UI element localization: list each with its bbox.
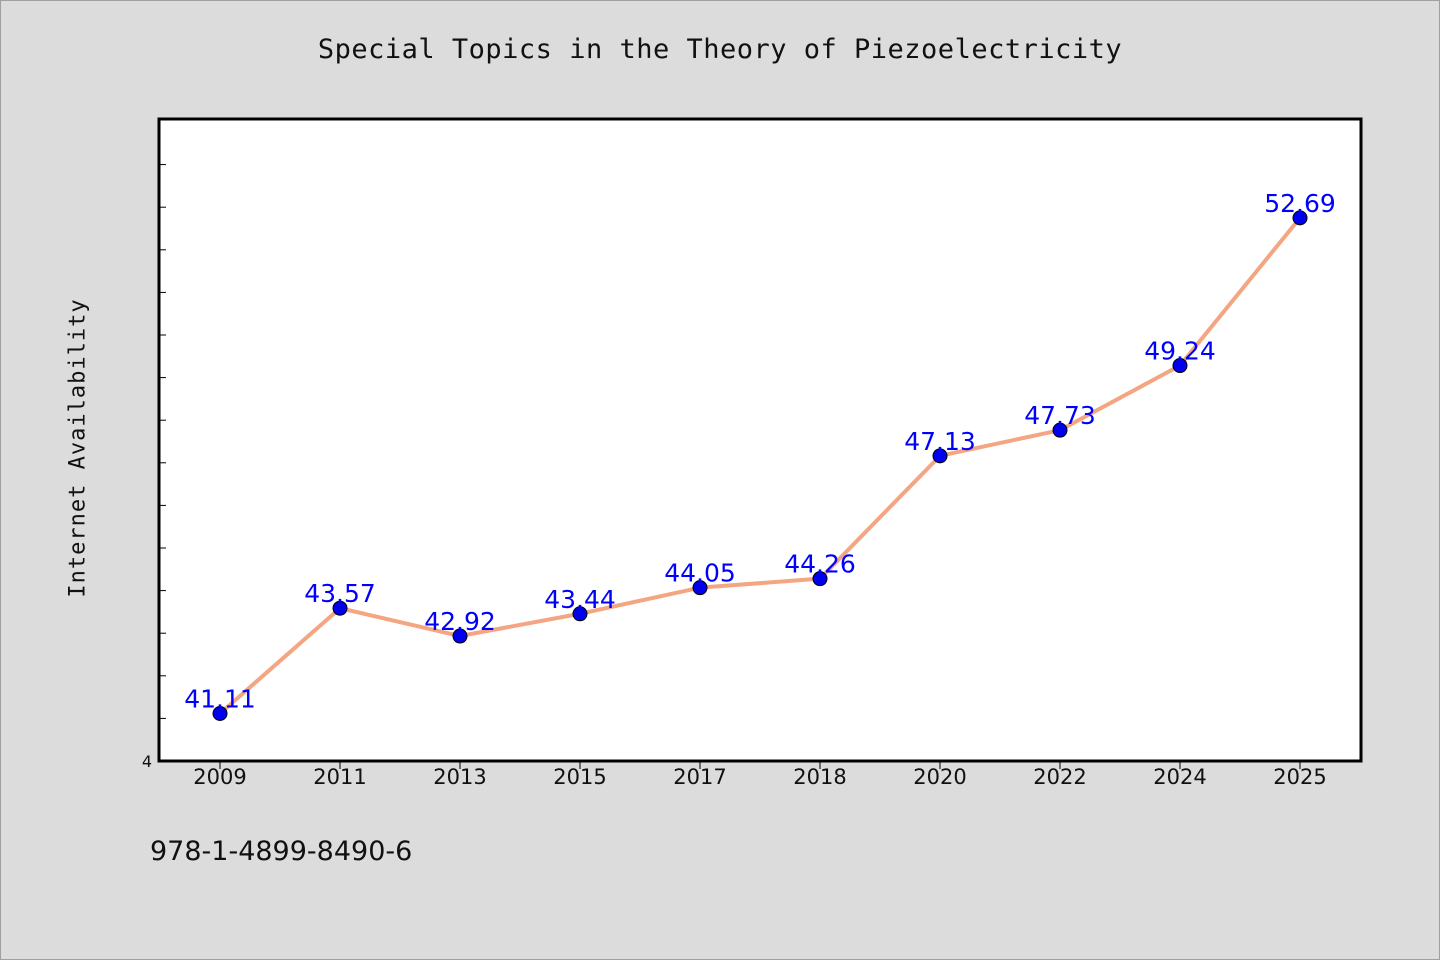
data-point xyxy=(1172,358,1188,374)
data-point xyxy=(212,705,228,721)
data-point xyxy=(1052,422,1068,438)
data-label: 43.57 xyxy=(304,579,376,608)
series-line xyxy=(218,215,1302,716)
data-label: 49.24 xyxy=(1144,337,1216,366)
data-point xyxy=(1292,210,1308,226)
x-tick-label: 2015 xyxy=(553,765,606,789)
x-tick-label: 2013 xyxy=(433,765,486,789)
data-label: 42.92 xyxy=(424,607,496,636)
x-tick-label: 2017 xyxy=(673,765,726,789)
data-label: 41.11 xyxy=(184,684,256,713)
data-label: 47.13 xyxy=(904,427,976,456)
data-labels: 41.11 43.57 42.92 43.44 44.05 44.26 47.13 47.73… xyxy=(184,189,1336,714)
data-point xyxy=(692,580,708,596)
data-label: 43.44 xyxy=(544,585,616,614)
x-tick-label: 2020 xyxy=(913,765,966,789)
data-label: 44.05 xyxy=(664,559,736,588)
data-label: 52.69 xyxy=(1264,189,1336,218)
data-point xyxy=(452,628,468,644)
plot-area xyxy=(157,117,1363,763)
x-axis-ticks: 2009 2011 2013 2015 2017 2018 2020 2022 2024 2025 xyxy=(193,761,1327,789)
x-tick-label: 2018 xyxy=(793,765,846,789)
data-label: 44.26 xyxy=(784,550,856,579)
chart-title: Special Topics in the Theory of Piezoele… xyxy=(317,34,1123,65)
y-axis-ticks: 4 xyxy=(142,164,166,771)
isbn-footnote: 978-1-4899-8490-6 xyxy=(150,836,413,867)
data-point xyxy=(572,606,588,622)
y-tick-label: 4 xyxy=(142,752,152,771)
x-tick-label: 2024 xyxy=(1153,765,1206,789)
x-tick-label: 2011 xyxy=(313,765,366,789)
x-tick-label: 2022 xyxy=(1033,765,1086,789)
data-point xyxy=(332,600,348,616)
data-point xyxy=(812,571,828,587)
series-group xyxy=(212,210,1308,721)
x-tick-label: 2025 xyxy=(1273,765,1326,789)
data-point xyxy=(932,448,948,464)
data-label: 47.73 xyxy=(1024,401,1096,430)
x-tick-label: 2009 xyxy=(193,765,246,789)
